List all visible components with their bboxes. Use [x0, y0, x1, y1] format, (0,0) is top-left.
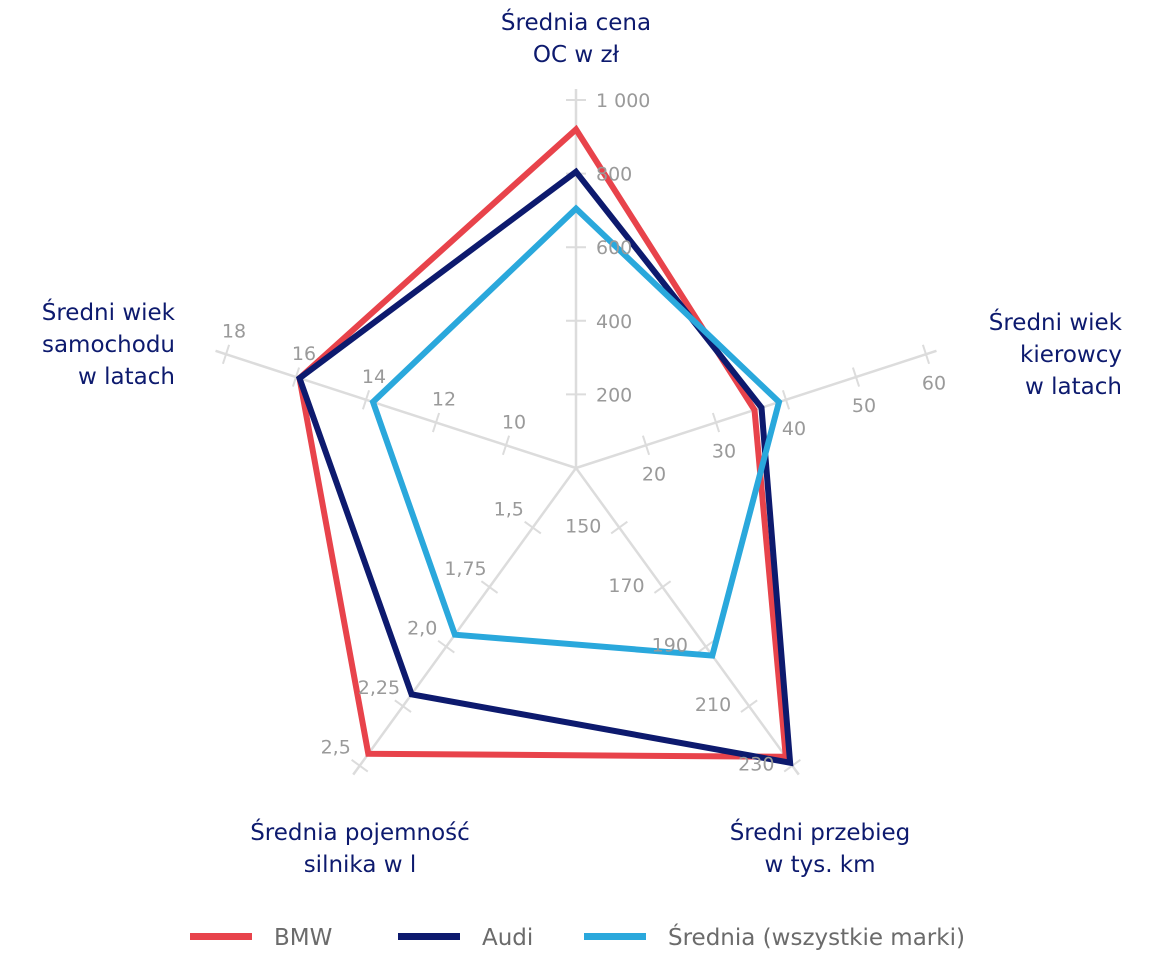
tick-mark [501, 435, 511, 456]
tick-mark [431, 412, 441, 433]
axis-line-3 [574, 467, 800, 776]
legend-swatch-2 [398, 933, 460, 940]
legend-label-1: BMW [274, 925, 332, 951]
tick-mark [641, 435, 651, 456]
tick-mark [351, 759, 369, 773]
tick-label: 60 [922, 372, 946, 394]
series-line-2 [295, 167, 794, 767]
labels-layer: 200 400 600 800 1 000 20 30 40 50 60 150 170 190 210 2… [42, 8, 1123, 878]
tick-label: 50 [852, 395, 876, 417]
tick-label: 200 [596, 384, 632, 406]
tick-label: 10 [502, 411, 526, 433]
tick-mark [394, 699, 412, 713]
tick-label: 18 [222, 320, 246, 342]
series-layer [295, 124, 794, 767]
tick-mark [740, 699, 758, 713]
axis-title-4: Średnia pojemność silnika w l [250, 818, 470, 878]
tick-label: 400 [596, 311, 632, 333]
tick-label: 170 [608, 575, 644, 597]
axis-title-5: Średni wiek samochodu w latach [42, 298, 176, 390]
axis-line-4 [352, 467, 578, 776]
tick-mark [610, 520, 628, 535]
tick-mark [361, 389, 371, 410]
tick-mark [524, 520, 542, 535]
tick-mark [221, 344, 231, 365]
legend-label-3: Średnia (wszystkie marki) [668, 923, 965, 951]
series-line-3 [369, 204, 783, 659]
tick-label: 1 000 [596, 90, 650, 112]
tick-label: 20 [642, 463, 666, 485]
axis-title-2: Średni wiek kierowcy w latach [989, 308, 1123, 400]
tick-mark [480, 580, 499, 594]
legend-swatch-1 [190, 933, 252, 940]
tick-label: 600 [596, 237, 632, 259]
tick-label: 30 [712, 441, 736, 463]
legend-swatch-3 [584, 933, 646, 940]
tick-label: 14 [362, 366, 386, 388]
tick-mark [653, 580, 672, 594]
tick-mark [781, 389, 791, 410]
axis-title-3: Średni przebieg w tys. km [730, 818, 911, 878]
tick-label: 210 [695, 694, 731, 716]
tick-mark [711, 412, 721, 433]
tick-label: 2,5 [321, 737, 351, 759]
tick-label: 150 [565, 516, 601, 538]
tick-label: 16 [292, 343, 316, 365]
tick-mark [437, 639, 455, 654]
axis-line-5 [215, 349, 577, 470]
tick-label: 2,0 [407, 618, 437, 640]
legend-label-2: Audi [482, 925, 533, 951]
tick-mark [851, 367, 861, 387]
tick-label: 2,25 [358, 677, 400, 699]
axes-layer [215, 88, 937, 776]
tick-label: 230 [738, 754, 774, 776]
tick-label: 40 [782, 418, 806, 440]
tick-label: 1,5 [494, 499, 524, 521]
axis-title-1: Średnia cena OC w zł [501, 8, 651, 68]
tick-label: 1,75 [444, 558, 486, 580]
tick-label: 800 [596, 164, 632, 186]
tick-label: 12 [432, 389, 456, 411]
tick-mark [291, 367, 301, 387]
tick-mark [921, 344, 931, 365]
legend: BMW Audi Średnia (wszystkie marki) [190, 923, 965, 951]
tick-label: 190 [652, 635, 688, 657]
tick-mark [697, 639, 715, 654]
